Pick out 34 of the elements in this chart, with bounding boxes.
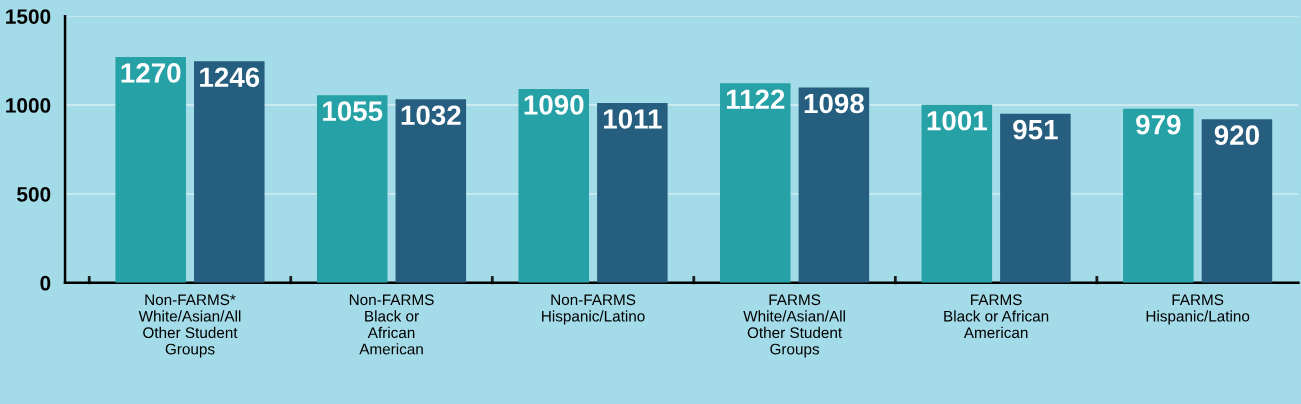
bar (798, 87, 870, 283)
data-label: 1098 (804, 93, 864, 114)
bar (597, 103, 668, 283)
x-tick-label: FARMS White/Asian/All Other Student Groups (743, 294, 845, 358)
x-tick-label: Non-FARMS Black or African American (349, 294, 434, 355)
x-tick-label: Non-FARMS* White/Asian/All Other Student Groups (138, 294, 241, 358)
data-label: 951 (1013, 119, 1058, 140)
data-label: 1122 (726, 89, 785, 109)
bar (316, 95, 388, 283)
bar (921, 104, 993, 283)
bar (395, 99, 467, 283)
bar (194, 61, 265, 283)
data-label: 1032 (401, 105, 461, 126)
bar (518, 89, 590, 283)
y-tick-label: 0 (40, 275, 51, 291)
bar (115, 57, 186, 283)
bar (1123, 108, 1194, 283)
data-label: 1055 (323, 101, 383, 121)
data-label: 1270 (121, 63, 181, 83)
bar (1000, 113, 1071, 283)
y-tick-label: 1000 (6, 98, 51, 113)
bar (720, 83, 791, 283)
data-label: 979 (1136, 114, 1181, 135)
x-tick-label: Non-FARMS Hispanic/Latino (542, 294, 645, 325)
data-label: 1090 (524, 95, 584, 115)
bar (1201, 119, 1273, 283)
x-tick-label: FARMS Hispanic/Latino (1146, 294, 1250, 325)
data-label: 1246 (200, 67, 260, 88)
data-label: 1001 (927, 110, 987, 131)
data-label: 1011 (603, 109, 662, 129)
y-tick-label: 500 (17, 186, 51, 202)
x-tick-label: FARMS Black or African American (944, 294, 1049, 339)
y-tick-label: 1500 (6, 9, 51, 24)
data-label: 920 (1214, 125, 1259, 145)
